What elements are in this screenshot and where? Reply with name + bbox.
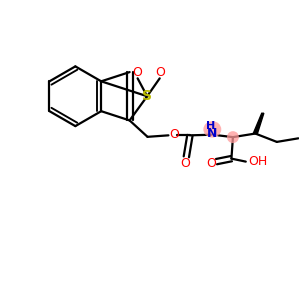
- Text: O: O: [180, 157, 190, 170]
- Text: H: H: [206, 121, 215, 131]
- Text: OH: OH: [249, 155, 268, 168]
- Text: N: N: [207, 127, 217, 140]
- Text: O: O: [132, 67, 142, 80]
- Text: O: O: [169, 128, 179, 141]
- Ellipse shape: [203, 121, 221, 138]
- Text: O: O: [206, 157, 216, 169]
- Polygon shape: [253, 113, 264, 134]
- Text: S: S: [142, 89, 152, 103]
- Text: O: O: [155, 67, 165, 80]
- Ellipse shape: [227, 131, 239, 143]
